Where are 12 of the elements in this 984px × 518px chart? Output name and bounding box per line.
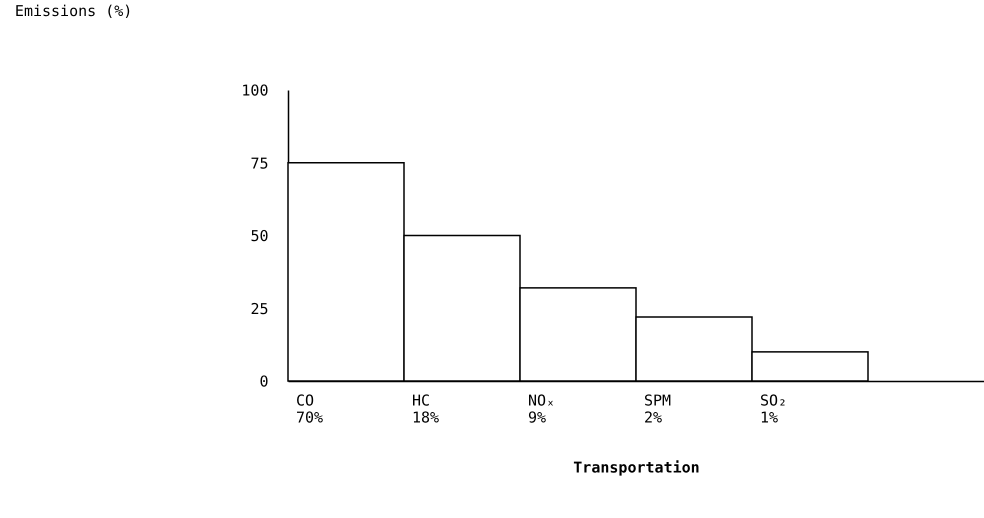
y-tick-label: 0 [259, 372, 268, 390]
y-tick-label: 50 [250, 227, 268, 245]
y-tick-label: 25 [250, 300, 268, 318]
y-tick-label: 100 [241, 82, 268, 100]
y-tick-label: 75 [250, 154, 268, 172]
x-tick-label: HC 18% [412, 392, 440, 426]
x-axis-title: Transportation [573, 458, 700, 476]
text: Emissions (%) [14, 2, 132, 20]
x-tick-label: SO₂ 1% [760, 392, 788, 426]
x-tick-label: CO 70% [296, 392, 324, 426]
x-tick-label: NOₓ 9% [528, 392, 556, 426]
x-tick-label: SPM 2% [644, 392, 672, 426]
